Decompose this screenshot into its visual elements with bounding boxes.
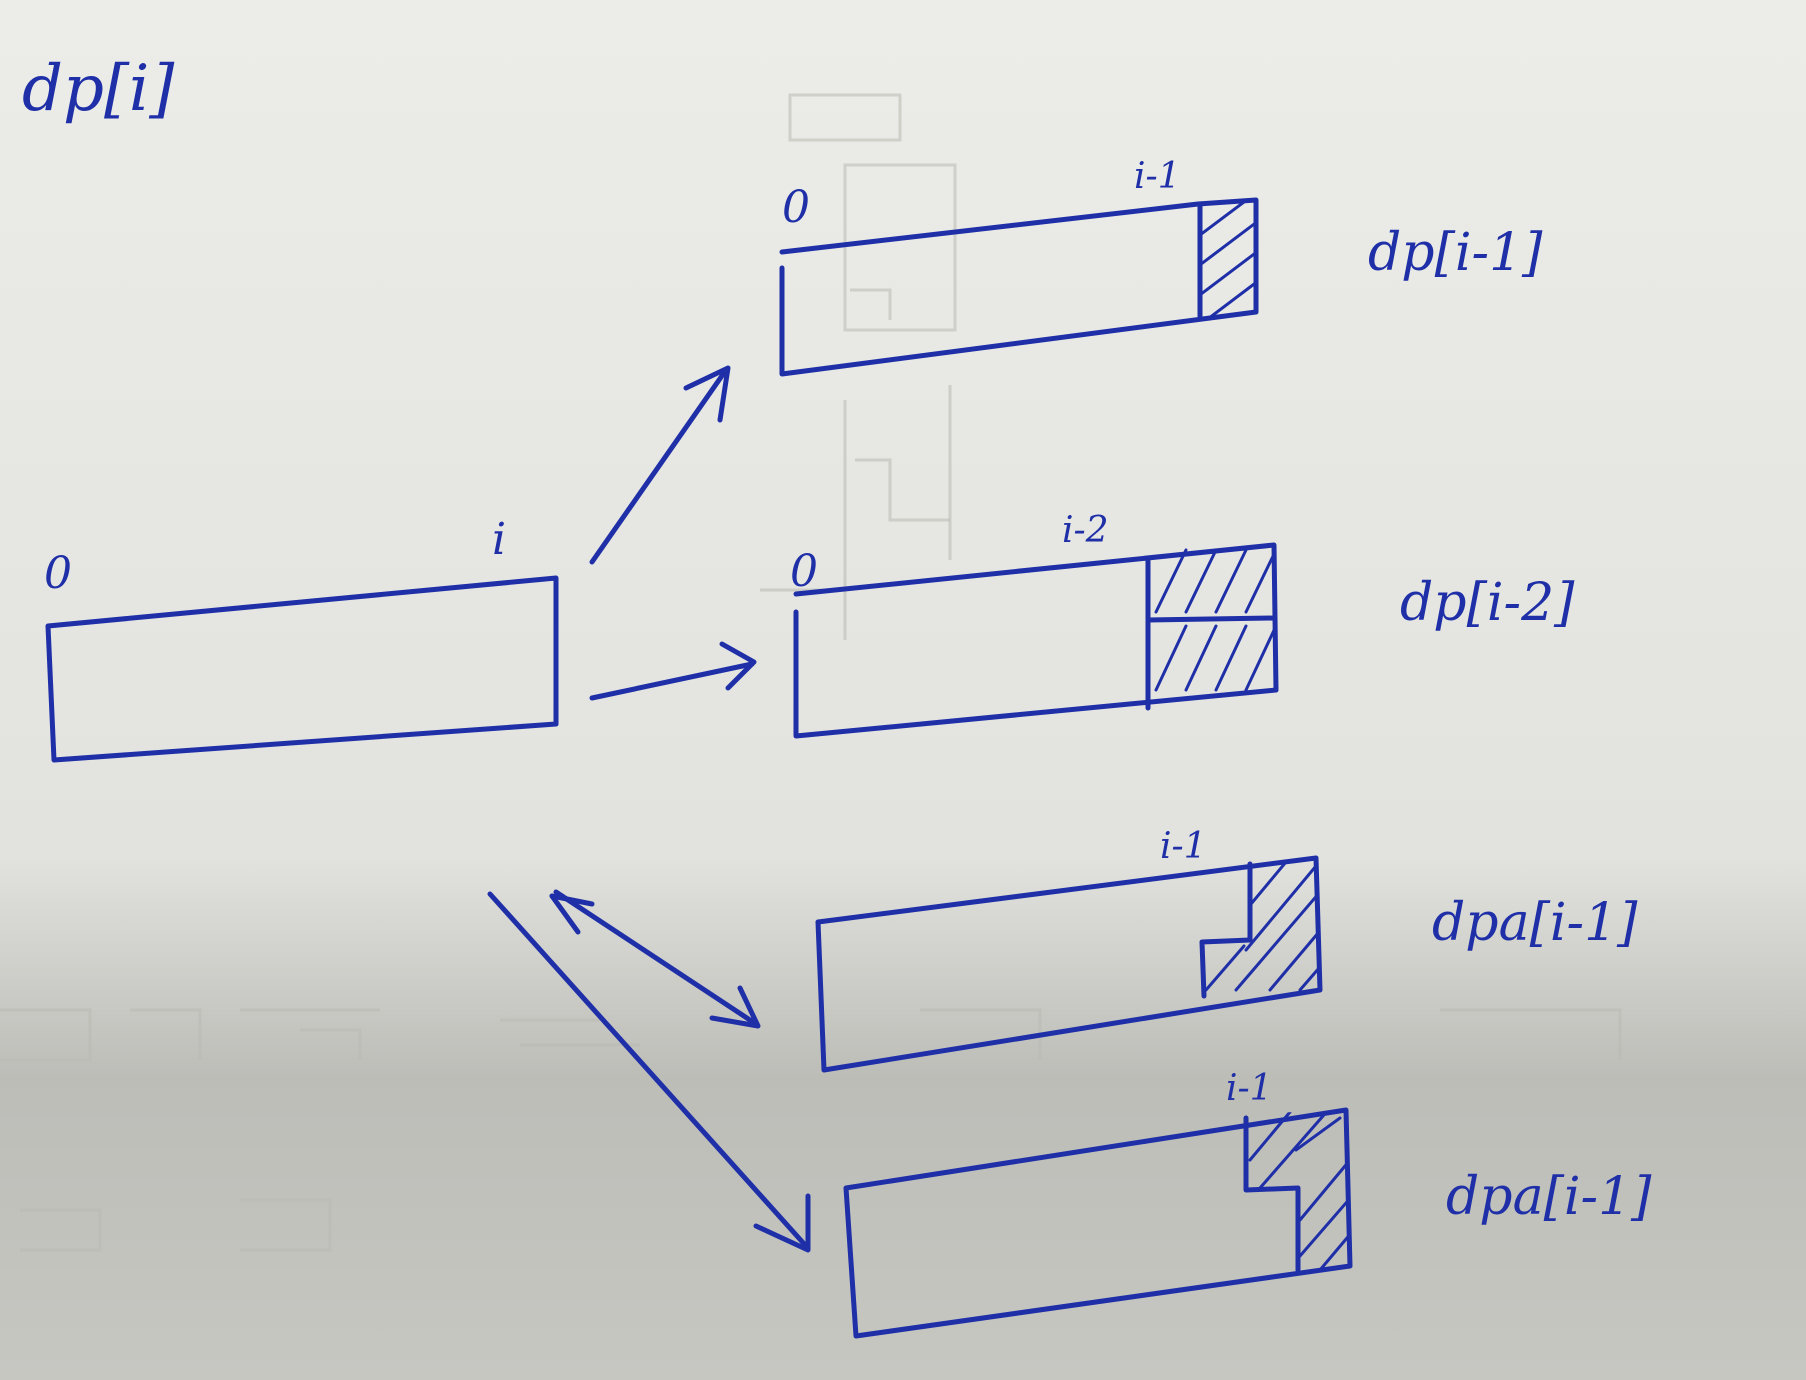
- case-1-hatched-cell: [1200, 200, 1258, 318]
- case-2-hatched-cell-top: [1154, 548, 1274, 614]
- case-3-l-shape-edge: [1199, 861, 1253, 999]
- case-dpa-i-1-b: i-1 dpa[i-1]: [843, 1068, 1652, 1339]
- case-4-array-box: [843, 1107, 1353, 1339]
- case-1-label: dp[i-1]: [1368, 223, 1543, 283]
- case-4-label: dpa[i-1]: [1446, 1167, 1652, 1227]
- case-4-hatched-l-shape: [1248, 1110, 1348, 1272]
- case-2-array-box: [793, 542, 1279, 739]
- case-1-end-label: i-1: [1134, 156, 1181, 197]
- case-dp-i-1: 0 i-1 dp[i-1]: [779, 156, 1543, 377]
- case-2-start-label: 0: [790, 546, 818, 597]
- source-end-label: i: [492, 514, 506, 565]
- case-dpa-i-1-a: i-1 dpa[i-1]: [815, 826, 1638, 1073]
- source-array: 0 i: [44, 514, 559, 763]
- case-3-label: dpa[i-1]: [1432, 893, 1638, 953]
- diagram-title: dp[i]: [22, 52, 175, 126]
- case-1-array-box: [779, 197, 1259, 377]
- case-4-end-label: i-1: [1226, 1068, 1273, 1109]
- transition-arrows: [487, 365, 811, 1253]
- arrow-to-dpa-i-1-a: [549, 889, 761, 1029]
- arrow-to-dp-i-1: [589, 365, 731, 565]
- case-2-end-label: i-2: [1062, 510, 1109, 551]
- case-3-array-box: [815, 855, 1323, 1073]
- case-3-end-label: i-1: [1160, 826, 1207, 867]
- case-2-domino-split: [1145, 615, 1277, 623]
- paper-bleed-through: [0, 93, 1622, 1252]
- case-2-hatched-cell-bottom: [1154, 624, 1276, 692]
- case-2-label: dp[i-2]: [1400, 573, 1575, 633]
- case-dp-i-2: 0 i-2 dp[i-2]: [790, 510, 1575, 739]
- case-3-hatched-l-shape: [1204, 858, 1320, 992]
- arrow-to-dp-i-2: [589, 641, 757, 701]
- source-start-label: 0: [44, 548, 72, 599]
- case-1-start-label: 0: [782, 182, 810, 233]
- arrow-to-dpa-i-1-b: [487, 891, 811, 1253]
- case-4-l-shape-edge: [1243, 1115, 1301, 1273]
- source-array-box: [45, 575, 559, 763]
